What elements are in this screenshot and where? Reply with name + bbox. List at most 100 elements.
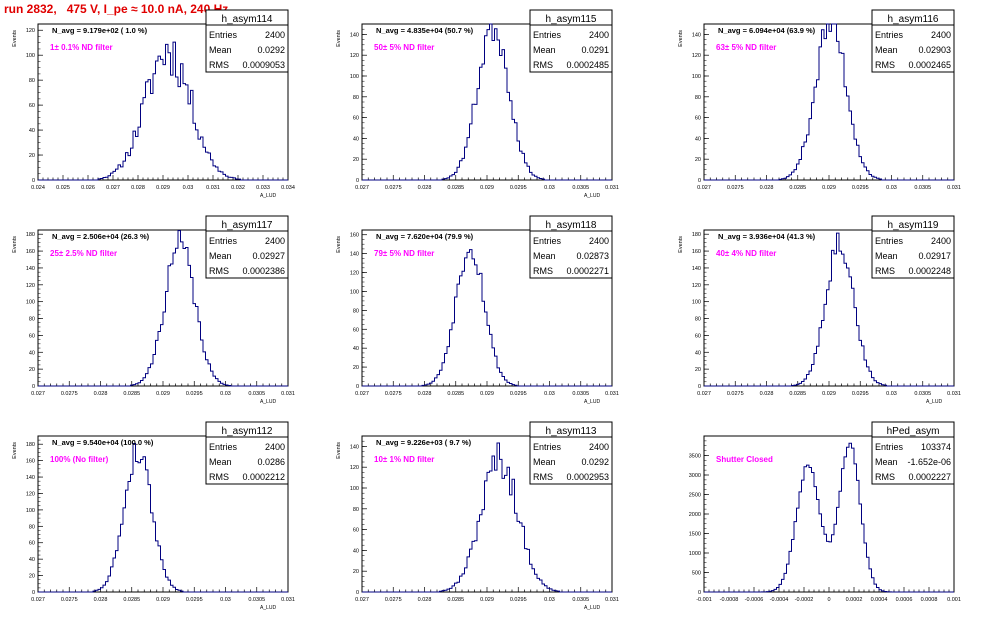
filter-annotation: 10± 1% ND filter [374,455,434,464]
navg-header: N_avg = 9.226e+03 ( 9.7 %) [376,438,472,447]
x-tick-label: 0.0008 [921,597,938,603]
y-tick-label: 140 [350,252,359,258]
x-tick-label: 0.0285 [123,597,140,603]
stats-label: Entries [875,236,904,246]
histogram-line [704,442,954,593]
stats-box [529,9,613,73]
stats-value: 0.0291 [581,45,609,55]
y-tick-label: 160 [350,233,359,239]
stats-value: 2400 [589,30,609,40]
y-tick-label: 140 [692,32,701,38]
histogram-line [38,443,288,593]
y-tick-label: 20 [353,157,359,163]
y-axis-label: Events [12,442,18,459]
y-tick-label: 1500 [689,532,701,538]
x-axis-label: A_LUD [584,193,601,199]
stats-label: RMS [533,266,553,276]
y-tick-label: 100 [26,53,35,59]
y-tick-label: 100 [350,486,359,492]
x-tick-label: -0.0008 [720,597,739,603]
x-tick-label: 0.027 [697,185,711,191]
histogram-line [704,232,954,387]
stats-label: RMS [533,60,553,70]
histogram-panel-h_asym114: 0.024 0.025 0.026 0.027 0.028 0.029 0.03 0.031 0… [12,9,295,199]
y-tick-label: 120 [26,283,35,289]
y-tick-label: 20 [29,367,35,373]
stats-value: 0.0002227 [908,472,951,482]
stats-label: Entries [875,30,904,40]
stats-box [871,9,955,73]
stats-box [871,215,955,279]
y-tick-label: 0 [32,384,35,390]
x-tick-label: 0.0295 [510,185,527,191]
filter-annotation: 25± 2.5% ND filter [50,249,117,258]
y-tick-label: 60 [353,327,359,333]
x-tick-label: 0.024 [31,185,45,191]
x-axis-label: A_LUD [926,399,943,405]
histogram-line [38,41,288,181]
stats-label: Mean [209,457,232,467]
stats-value: 2400 [265,236,285,246]
x-tick-label: 0.0275 [385,185,402,191]
x-tick-label: 0.0275 [385,391,402,397]
y-tick-label: 20 [29,153,35,159]
x-tick-label: 0.0275 [385,597,402,603]
x-tick-label: 0.027 [355,597,369,603]
y-tick-label: 500 [692,571,701,577]
x-tick-label: 0.027 [355,391,369,397]
x-tick-label: 0.03 [544,391,555,397]
y-tick-label: 180 [692,232,701,238]
stats-value: -1.652e-06 [907,457,951,467]
stats-value: 0.0002248 [908,266,951,276]
y-tick-label: 100 [26,508,35,514]
x-tick-label: 0.0285 [789,391,806,397]
y-axis-label: Events [336,442,342,459]
x-tick-label: 0.0295 [510,597,527,603]
x-tick-label: 0.029 [480,185,494,191]
y-tick-label: 40 [353,136,359,142]
x-tick-label: 0.034 [281,185,295,191]
x-tick-label: 0.0285 [447,391,464,397]
navg-header: N_avg = 3.936e+04 (41.3 %) [718,232,816,241]
x-tick-label: 0.03 [886,391,897,397]
x-tick-label: 0.028 [94,391,108,397]
stats-label: RMS [875,60,895,70]
filter-annotation: 1± 0.1% ND filter [50,43,113,52]
stats-box [529,421,613,485]
x-tick-label: 0.0305 [572,391,589,397]
y-tick-label: 40 [353,548,359,554]
y-tick-label: 140 [26,266,35,272]
stats-label: RMS [209,266,229,276]
y-tick-label: 0 [698,590,701,596]
y-tick-label: 100 [350,74,359,80]
y-axis-label: Events [336,30,342,47]
x-tick-label: 0.03 [220,597,231,603]
y-axis-label: Events [12,236,18,253]
stats-value: 0.0002212 [242,472,285,482]
x-tick-label: 0.0004 [871,597,888,603]
x-tick-label: 0.028 [131,185,145,191]
x-tick-label: 0.027 [697,391,711,397]
y-tick-label: 0 [32,590,35,596]
y-tick-label: 60 [29,541,35,547]
y-tick-label: 60 [29,103,35,109]
stats-box [871,421,955,485]
y-tick-label: 80 [29,317,35,323]
histogram-panel-h_asym113: 0.027 0.0275 0.028 0.0285 0.029 0.0295 0.03 0.0… [336,421,619,611]
stats-label: Mean [875,251,898,261]
stats-box-title: h_asym115 [546,14,597,25]
y-tick-label: 60 [695,333,701,339]
y-tick-label: 3000 [689,473,701,479]
x-tick-label: 0.0305 [914,185,931,191]
stats-value: 0.02917 [918,251,951,261]
filter-annotation: 79± 5% ND filter [374,249,434,258]
stats-box [205,215,289,279]
x-tick-label: 0.028 [418,597,432,603]
y-tick-label: 40 [29,128,35,134]
x-tick-label: 0.029 [822,185,836,191]
x-tick-label: 0.026 [81,185,95,191]
x-axis-label: A_LUD [584,399,601,405]
x-tick-label: 0.028 [760,185,774,191]
y-tick-label: 0 [698,178,701,184]
y-tick-label: 100 [26,300,35,306]
